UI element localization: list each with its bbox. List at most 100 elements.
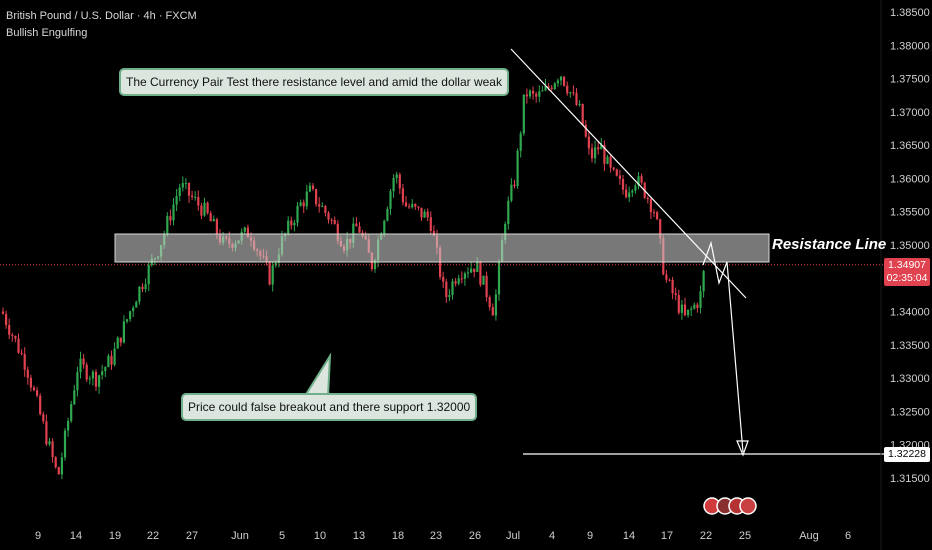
time-tick-label: 10 xyxy=(314,530,326,542)
candle-body xyxy=(42,414,45,422)
candle-body xyxy=(572,92,575,94)
candle-body xyxy=(107,355,110,368)
candle-body xyxy=(398,174,401,189)
candle-body xyxy=(463,273,466,279)
candle-body xyxy=(88,378,91,380)
candle-body xyxy=(29,377,32,388)
candle-body xyxy=(696,304,699,308)
candle-body xyxy=(547,86,550,88)
candle-body xyxy=(271,265,274,285)
candle-body xyxy=(125,319,129,322)
candle-body xyxy=(82,358,85,365)
candle-body xyxy=(578,103,581,105)
event-icons[interactable] xyxy=(703,497,757,515)
candle-body xyxy=(14,335,17,339)
candle-body xyxy=(70,404,73,421)
candle-body xyxy=(45,421,48,445)
candle-body xyxy=(448,294,451,298)
time-axis[interactable]: 9 14 19 22 27 Jun 5 10 13 18 23 26 Jul 4 9 14 17 22 25 Aug 6 xyxy=(35,530,851,542)
candle-body xyxy=(197,196,200,206)
candle-body xyxy=(575,92,578,105)
price-tick-label: 1.37000 xyxy=(890,107,930,119)
event-flag-icon[interactable] xyxy=(739,497,757,515)
candle-body xyxy=(215,219,218,235)
price-tick-label: 1.38500 xyxy=(890,7,930,19)
resistance-zone xyxy=(114,233,770,263)
candle-body xyxy=(497,261,501,295)
time-tick-label: 19 xyxy=(109,530,121,542)
candle-body xyxy=(352,223,355,243)
candle-body xyxy=(600,145,603,150)
candle-body xyxy=(677,295,680,313)
candle-body xyxy=(1,311,5,314)
resistance-line-label: Resistance Line xyxy=(772,236,887,253)
candle-body xyxy=(671,279,674,294)
candle-body xyxy=(522,94,525,134)
candle-body xyxy=(318,204,321,207)
candle-body xyxy=(476,261,479,272)
candle-body xyxy=(290,220,293,226)
candle-body xyxy=(411,204,414,208)
callout-support-note[interactable]: Price could false breakout and there sup… xyxy=(181,393,478,421)
candle-body xyxy=(32,387,36,391)
candle-body xyxy=(147,264,150,285)
candle-body xyxy=(420,207,423,218)
candle-body xyxy=(63,430,67,458)
candle-body xyxy=(119,337,122,343)
candle-body xyxy=(85,364,88,380)
candle-body xyxy=(559,76,563,81)
candle-body xyxy=(473,268,476,272)
candle-body xyxy=(383,220,386,235)
candle-body xyxy=(355,223,358,227)
candle-body xyxy=(175,195,178,205)
candle-body xyxy=(646,197,649,200)
candle-body xyxy=(54,457,57,468)
candle-body xyxy=(287,220,290,234)
candle-body xyxy=(510,184,513,201)
candle-body xyxy=(634,185,637,191)
candle-body xyxy=(538,91,541,97)
candle-body xyxy=(656,212,659,220)
candle-body xyxy=(414,204,417,207)
candle-body xyxy=(17,338,20,353)
candle-body xyxy=(615,169,618,176)
target-price-tag[interactable]: 1.32228 xyxy=(884,447,930,462)
price-tick-label: 1.35000 xyxy=(890,240,930,252)
candle-body xyxy=(563,76,566,86)
callout-resistance-note[interactable]: The Currency Pair Test there resistance … xyxy=(119,68,509,96)
candle-body xyxy=(702,270,705,292)
candle-body xyxy=(79,358,82,373)
time-tick-label: 14 xyxy=(70,530,82,542)
candle-body xyxy=(389,191,392,209)
candle-body xyxy=(532,90,535,94)
candle-body xyxy=(690,308,693,310)
candle-body xyxy=(191,195,194,198)
candle-body xyxy=(550,87,553,90)
time-tick-label: Jun xyxy=(231,530,249,542)
candle-body xyxy=(386,208,389,221)
candle-body xyxy=(423,211,426,218)
descending-trendline[interactable] xyxy=(510,48,747,299)
time-tick-label: 9 xyxy=(587,530,593,542)
time-tick-label: 9 xyxy=(35,530,41,542)
candle-body xyxy=(104,367,107,372)
candle-body xyxy=(687,309,690,316)
projection-path[interactable] xyxy=(702,240,744,453)
price-axis[interactable]: 1.38500 1.38000 1.37500 1.37000 1.36500 1.360… xyxy=(890,7,930,485)
price-tick-label: 1.37500 xyxy=(890,74,930,86)
candle-body xyxy=(392,178,395,192)
candle-body xyxy=(637,176,640,186)
candle-body xyxy=(39,395,42,415)
candle-body xyxy=(178,187,181,196)
candle-body xyxy=(584,124,587,137)
candle-countdown: 02:35:04 xyxy=(886,272,928,284)
candle-body xyxy=(169,216,172,221)
time-tick-label: 18 xyxy=(392,530,404,542)
price-tick-label: 1.32500 xyxy=(890,406,930,418)
candle-body xyxy=(315,189,318,205)
candle-body xyxy=(212,219,215,222)
current-price-tag[interactable]: 1.34907 02:35:04 xyxy=(884,258,930,286)
time-tick-label: 14 xyxy=(623,530,635,542)
candle-body xyxy=(268,262,271,285)
